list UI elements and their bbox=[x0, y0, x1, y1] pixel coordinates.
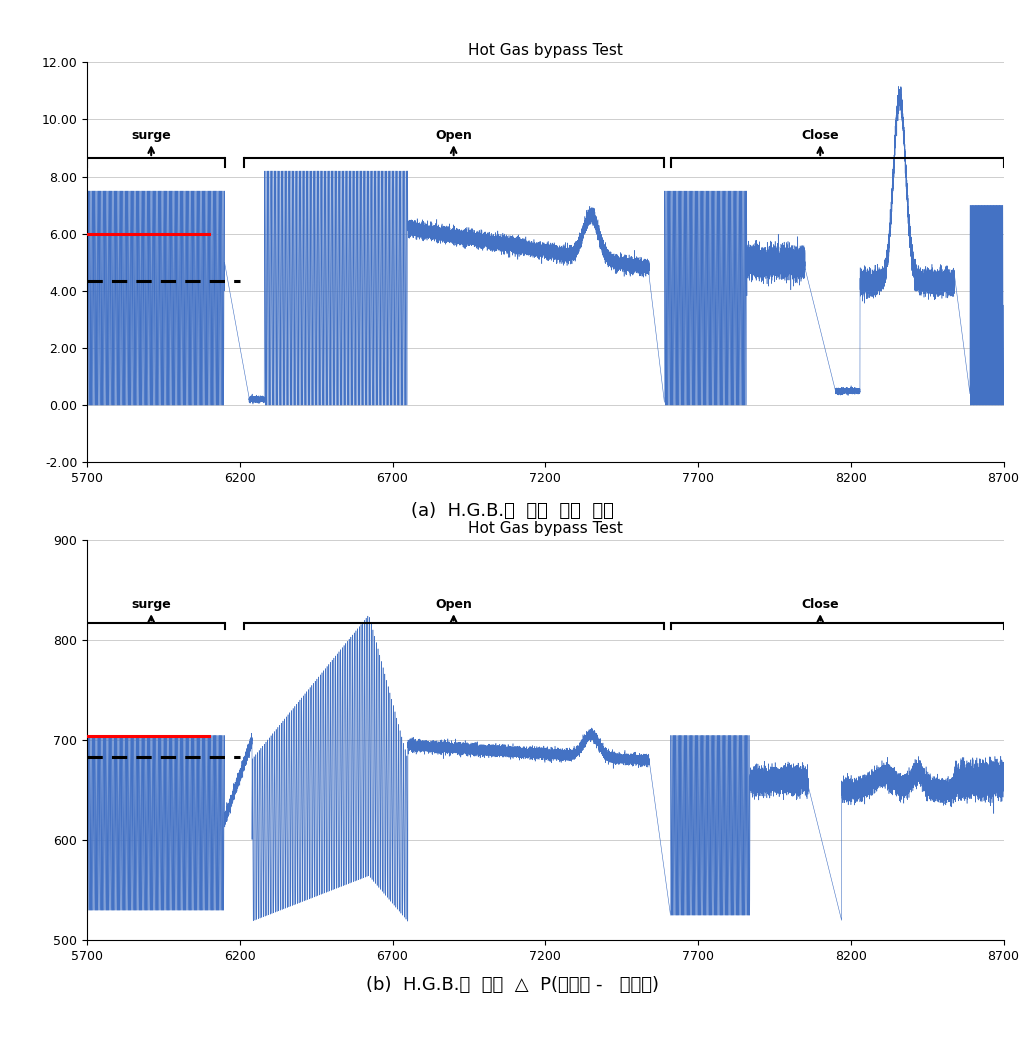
Text: Close: Close bbox=[802, 598, 839, 611]
Text: surge: surge bbox=[131, 598, 171, 611]
Text: (b)  H.G.B.에  따른  △  P(응축압 -   증발압): (b) H.G.B.에 따른 △ P(응축압 - 증발압) bbox=[366, 976, 658, 994]
Title: Hot Gas bypass Test: Hot Gas bypass Test bbox=[468, 522, 623, 536]
Text: Close: Close bbox=[802, 129, 839, 142]
Text: Open: Open bbox=[435, 129, 472, 142]
Text: (a)  H.G.B.에  따른  유량  변화: (a) H.G.B.에 따른 유량 변화 bbox=[411, 502, 613, 521]
Title: Hot Gas bypass Test: Hot Gas bypass Test bbox=[468, 44, 623, 58]
Text: Open: Open bbox=[435, 598, 472, 611]
Text: surge: surge bbox=[131, 129, 171, 142]
